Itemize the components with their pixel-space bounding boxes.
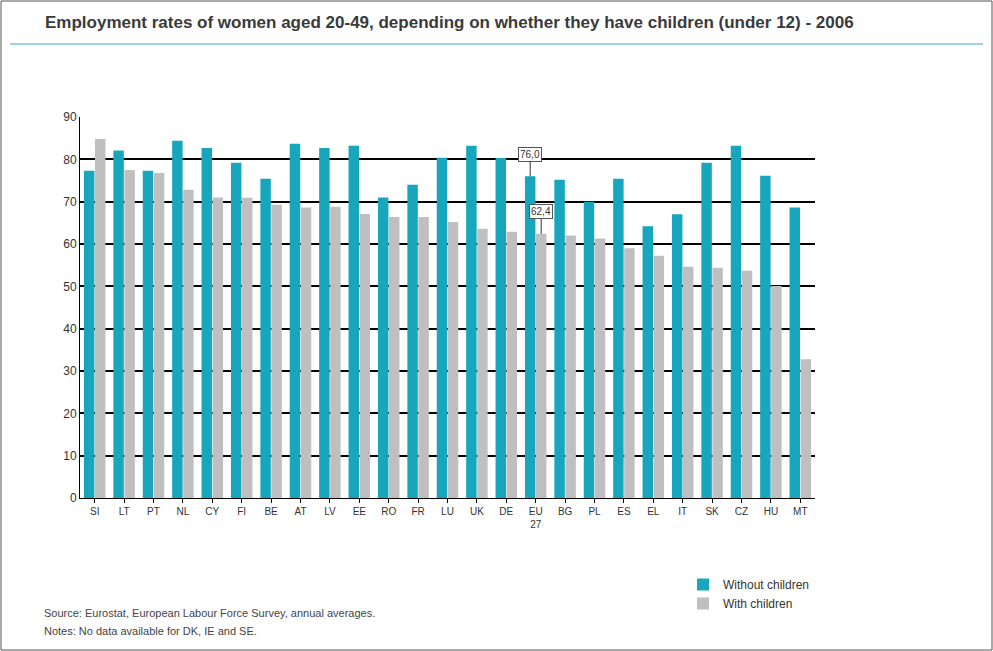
svg-text:90: 90 xyxy=(63,110,77,124)
svg-text:AT: AT xyxy=(294,506,306,517)
svg-text:60: 60 xyxy=(63,237,77,251)
svg-text:Without children: Without children xyxy=(723,578,809,592)
svg-text:70: 70 xyxy=(63,195,77,209)
svg-text:BG: BG xyxy=(558,506,573,517)
svg-text:EL: EL xyxy=(647,506,660,517)
svg-text:UK: UK xyxy=(470,506,484,517)
svg-text:PT: PT xyxy=(147,506,160,517)
svg-text:LT: LT xyxy=(119,506,130,517)
svg-text:HU: HU xyxy=(764,506,778,517)
svg-text:40: 40 xyxy=(63,322,77,336)
svg-text:PL: PL xyxy=(588,506,601,517)
svg-text:0: 0 xyxy=(70,491,77,505)
svg-text:SK: SK xyxy=(705,506,719,517)
svg-text:RO: RO xyxy=(381,506,396,517)
svg-text:10: 10 xyxy=(63,449,77,463)
svg-text:Employment rates of women aged: Employment rates of women aged 20-49, de… xyxy=(45,13,854,32)
svg-text:BE: BE xyxy=(264,506,278,517)
svg-text:30: 30 xyxy=(63,364,77,378)
svg-text:62,4: 62,4 xyxy=(531,206,551,217)
svg-text:With children: With children xyxy=(723,597,792,611)
svg-text:CZ: CZ xyxy=(735,506,748,517)
svg-text:ES: ES xyxy=(617,506,631,517)
svg-text:EU27: EU27 xyxy=(529,506,543,530)
svg-text:FI: FI xyxy=(237,506,246,517)
svg-text:SI: SI xyxy=(90,506,99,517)
svg-text:LU: LU xyxy=(441,506,454,517)
svg-text:Source: Eurostat, European Lab: Source: Eurostat, European Labour Force … xyxy=(44,607,375,619)
svg-text:MT: MT xyxy=(793,506,807,517)
svg-text:EE: EE xyxy=(353,506,367,517)
svg-text:50: 50 xyxy=(63,280,77,294)
svg-text:CY: CY xyxy=(205,506,219,517)
svg-text:FR: FR xyxy=(411,506,424,517)
svg-text:76,0: 76,0 xyxy=(520,149,540,160)
svg-text:LV: LV xyxy=(324,506,336,517)
svg-text:IT: IT xyxy=(678,506,687,517)
svg-text:20: 20 xyxy=(63,407,77,421)
svg-text:80: 80 xyxy=(63,153,77,167)
svg-text:DE: DE xyxy=(499,506,513,517)
svg-text:NL: NL xyxy=(177,506,190,517)
svg-text:Notes: No data available for D: Notes: No data available for DK, IE and … xyxy=(44,625,257,637)
